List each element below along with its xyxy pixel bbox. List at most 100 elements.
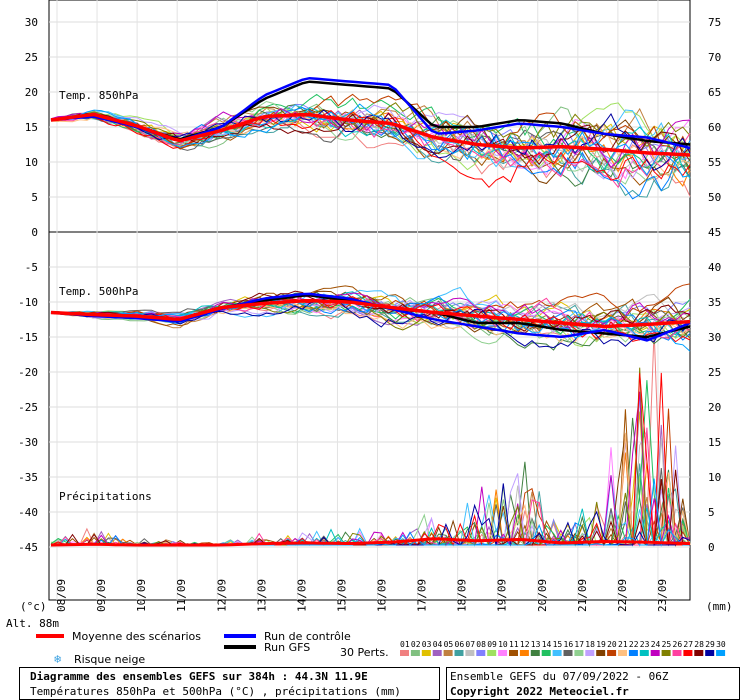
right-tick: 5 — [708, 506, 715, 519]
right-tick: 10 — [708, 471, 721, 484]
footer-run-info: Ensemble GEFS du 07/09/2022 - 06Z — [450, 670, 669, 683]
date-tick: 18/09 — [456, 579, 469, 612]
pert-swatch — [596, 650, 606, 656]
left-tick: -25 — [18, 401, 38, 414]
left-tick: 20 — [25, 86, 38, 99]
left-tick: 15 — [25, 121, 38, 134]
legend-gfs-label: Run GFS — [264, 641, 310, 654]
pert-number: 20 — [607, 640, 617, 649]
date-tick: 19/09 — [496, 579, 509, 612]
pert-swatch — [476, 650, 486, 656]
pert-swatch — [563, 650, 573, 656]
left-tick: -5 — [25, 261, 38, 274]
pert-swatch — [421, 650, 431, 656]
pert-line-850 — [50, 109, 691, 177]
mean-line-precip — [50, 537, 691, 547]
left-unit: (°c) — [20, 600, 47, 613]
pert-swatch — [443, 650, 453, 656]
pert-swatch — [661, 650, 671, 656]
date-tick: 10/09 — [135, 579, 148, 612]
pert-number: 03 — [422, 640, 432, 649]
perts-label: 30 Perts. — [340, 646, 389, 659]
right-tick: 0 — [708, 541, 715, 554]
date-tick: 11/09 — [175, 579, 188, 612]
pert-swatch — [650, 650, 660, 656]
pert-number: 17 — [574, 640, 584, 649]
pert-number: 30 — [716, 640, 726, 649]
left-tick: -35 — [18, 471, 38, 484]
pert-number: 22 — [629, 640, 639, 649]
main-series — [50, 76, 691, 547]
pert-swatch — [705, 650, 715, 656]
pert-swatch — [509, 650, 518, 656]
pert-number: 14 — [542, 640, 552, 649]
right-tick: 35 — [708, 296, 721, 309]
pert-number: 25 — [662, 640, 672, 649]
pert-number: 05 — [444, 640, 454, 649]
pert-swatch — [465, 650, 475, 656]
pert-number: 27 — [683, 640, 693, 649]
right-tick: 50 — [708, 191, 721, 204]
pert-swatch — [552, 650, 562, 656]
pert-swatch — [639, 650, 649, 656]
pert-number: 07 — [465, 640, 475, 649]
pert-number: 23 — [640, 640, 650, 649]
left-tick: 30 — [25, 16, 38, 29]
pert-number: 21 — [618, 640, 628, 649]
pert-swatch — [683, 650, 693, 656]
left-tick: -40 — [18, 506, 38, 519]
label-temp500: Temp. 500hPa — [59, 285, 138, 298]
left-tick: 10 — [25, 156, 38, 169]
pert-swatch — [400, 650, 409, 656]
date-tick: 13/09 — [255, 579, 268, 612]
footer-title: Diagramme des ensembles GEFS sur 384h : … — [30, 670, 368, 683]
left-tick: -45 — [18, 541, 38, 554]
left-tick: -15 — [18, 331, 38, 344]
footer-subtitle: Températures 850hPa et 500hPa (°C) , pré… — [30, 685, 401, 698]
pert-swatch — [694, 650, 704, 656]
pert-swatch — [585, 650, 595, 656]
pert-number: 19 — [596, 640, 606, 649]
footer-run-box: Ensemble GEFS du 07/09/2022 - 06Z Copyri… — [446, 667, 740, 700]
pert-number: 11 — [509, 640, 519, 649]
date-tick: 08/09 — [55, 579, 68, 612]
date-tick: 20/09 — [536, 579, 549, 612]
pert-swatch — [574, 650, 584, 656]
date-tick: 17/09 — [416, 579, 429, 612]
pert-number: 08 — [476, 640, 486, 649]
altitude-label: Alt. 88m — [6, 617, 59, 630]
pert-number: 29 — [705, 640, 715, 649]
pert-number: 16 — [564, 640, 574, 649]
pert-number: 02 — [411, 640, 421, 649]
date-tick: 16/09 — [376, 579, 389, 612]
pert-number: 15 — [553, 640, 563, 649]
pert-swatch — [432, 650, 442, 656]
date-tick: 15/09 — [335, 579, 348, 612]
pert-number: 28 — [694, 640, 704, 649]
pert-swatch — [628, 650, 638, 656]
right-tick: 65 — [708, 86, 721, 99]
left-tick: 5 — [31, 191, 38, 204]
footer-title-box: Diagramme des ensembles GEFS sur 384h : … — [19, 667, 440, 700]
right-tick: 75 — [708, 16, 721, 29]
pert-swatch — [716, 650, 726, 656]
pert-number: 04 — [433, 640, 443, 649]
date-tick: 12/09 — [215, 579, 228, 612]
pert-line-850 — [50, 111, 691, 189]
pert-swatch — [530, 650, 540, 656]
pert-number: 13 — [531, 640, 541, 649]
date-tick: 22/09 — [616, 579, 629, 612]
pert-swatch — [410, 650, 420, 656]
right-tick: 15 — [708, 436, 721, 449]
right-unit: (mm) — [706, 600, 733, 613]
mean-line-500 — [50, 298, 691, 329]
right-tick: 30 — [708, 331, 721, 344]
pert-number: 01 — [400, 640, 410, 649]
pert-number: 12 — [520, 640, 530, 649]
pert-number: 18 — [585, 640, 595, 649]
label-temp850: Temp. 850hPa — [59, 89, 138, 102]
axis-ticks: 302520151050-5-10-15-20-25-30-35-40-4575… — [18, 16, 721, 612]
pert-number: 06 — [455, 640, 465, 649]
right-tick: 55 — [708, 156, 721, 169]
